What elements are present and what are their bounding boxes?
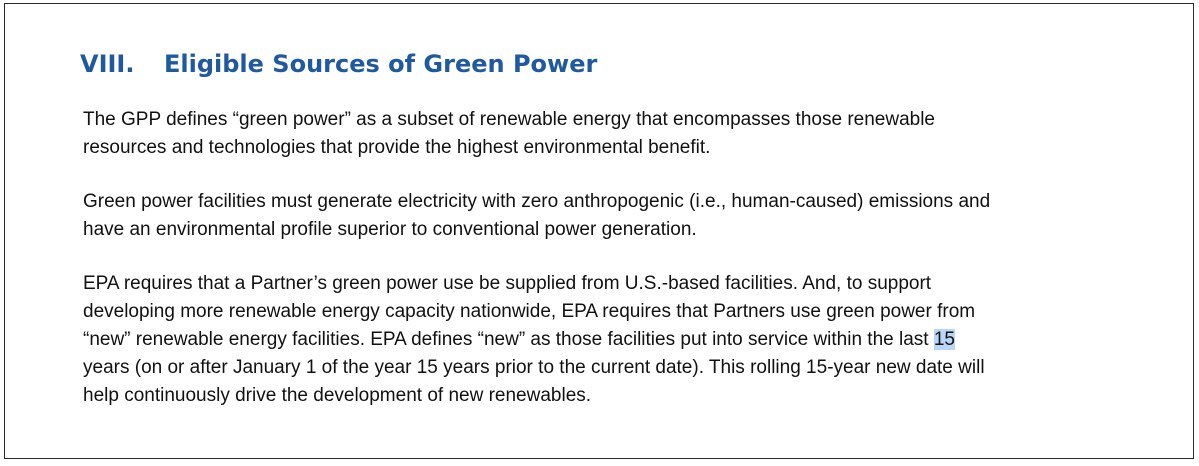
paragraph-new-facilities: EPA requires that a Partner’s green powe…: [83, 270, 1143, 410]
paragraph-line: years (on or after January 1 of the year…: [83, 357, 985, 378]
paragraph-line: Green power facilities must generate ele…: [83, 191, 991, 212]
section-title: Eligible Sources of Green Power: [164, 50, 598, 78]
paragraph-line: EPA requires that a Partner’s green powe…: [83, 273, 932, 294]
paragraph-green-power-definition: The GPP defines “green power” as a subse…: [83, 106, 1143, 162]
paragraph-line: “new” renewable energy facilities. EPA d…: [83, 329, 934, 350]
paragraph-line: developing more renewable energy capacit…: [83, 301, 976, 322]
paragraph-zero-emissions: Green power facilities must generate ele…: [83, 188, 1143, 244]
selected-text-highlight[interactable]: 15: [933, 329, 955, 350]
paragraph-line: The GPP defines “green power” as a subse…: [83, 109, 935, 130]
section-heading: VIII. Eligible Sources of Green Power: [80, 46, 597, 82]
document-page: VIII. Eligible Sources of Green Power The…: [4, 3, 1194, 459]
section-number: VIII.: [80, 50, 135, 78]
paragraph-line: have an environmental profile superior t…: [83, 219, 697, 240]
paragraph-line: resources and technologies that provide …: [83, 137, 711, 158]
paragraph-line: help continuously drive the development …: [83, 385, 592, 406]
